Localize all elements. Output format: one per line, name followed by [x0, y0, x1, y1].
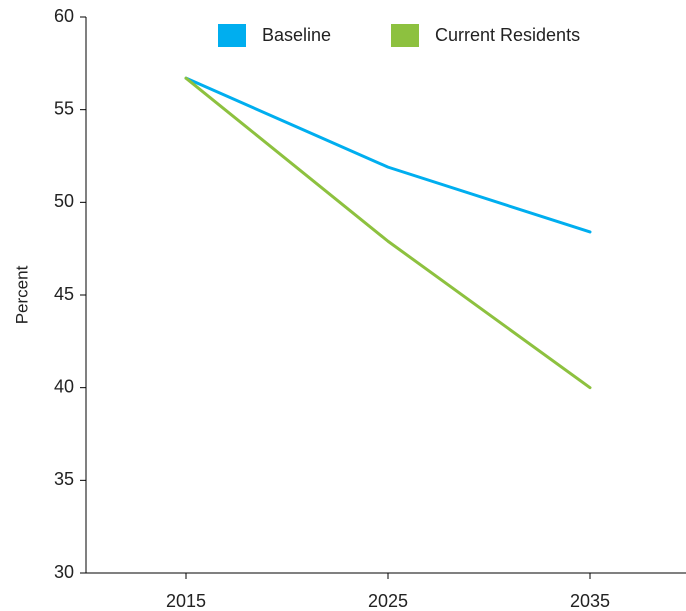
legend-label: Baseline: [262, 25, 331, 45]
series-line-0: [184, 76, 592, 234]
legend-swatch: [391, 24, 419, 47]
y-tick-label: 45: [54, 284, 74, 304]
y-tick-label: 60: [54, 6, 74, 26]
y-tick-label: 30: [54, 562, 74, 582]
y-tick-label: 40: [54, 376, 74, 396]
y-axis-title: Percent: [12, 265, 31, 324]
x-tick-label: 2025: [368, 591, 408, 611]
y-tick-label: 35: [54, 469, 74, 489]
series-line-1: [184, 76, 592, 390]
axes: [85, 17, 686, 574]
y-tick-label: 50: [54, 191, 74, 211]
series-lines: [184, 76, 592, 390]
y-tick-label: 55: [54, 98, 74, 118]
x-tick-label: 2035: [570, 591, 610, 611]
legend-swatch: [218, 24, 246, 47]
legend-label: Current Residents: [435, 25, 580, 45]
legend: Baseline Current Residents: [218, 24, 580, 47]
y-ticks: 30 35 40 45 50 55 60: [54, 6, 86, 582]
x-tick-label: 2015: [166, 591, 206, 611]
x-ticks: 2015 2025 2035: [166, 573, 610, 611]
